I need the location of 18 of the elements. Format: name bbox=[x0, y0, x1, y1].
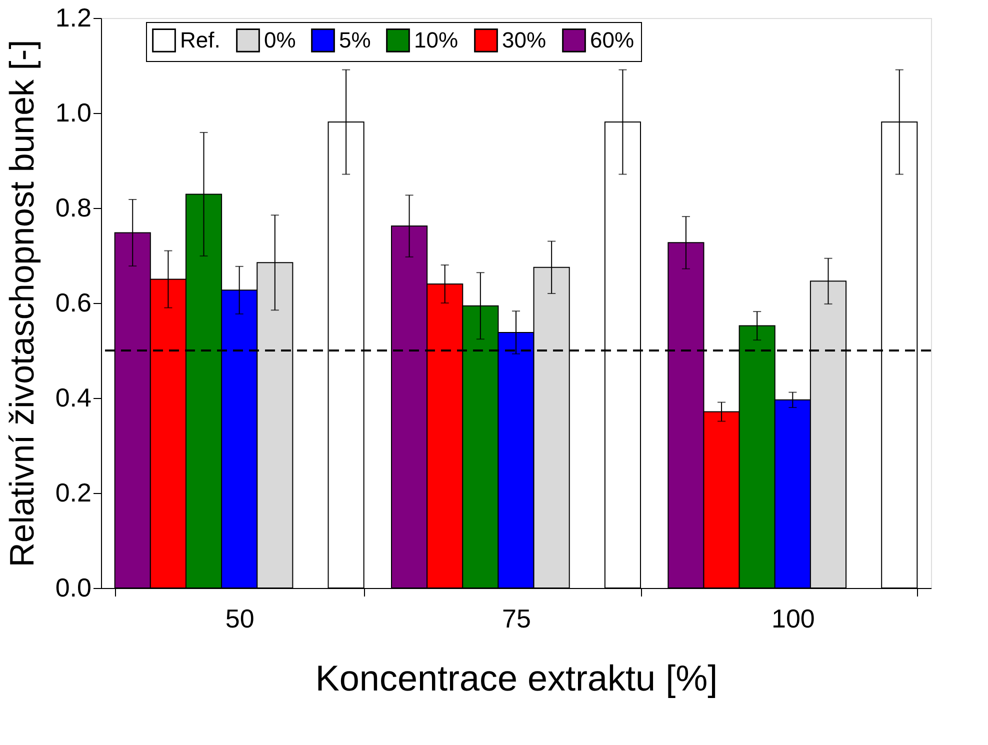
legend-label: Ref. bbox=[180, 27, 220, 52]
x-tick-label: 50 bbox=[225, 604, 254, 634]
legend-label: 5% bbox=[339, 27, 371, 52]
y-tick-label: 1.0 bbox=[55, 98, 92, 128]
y-tick-label: 0.8 bbox=[55, 192, 92, 222]
legend-label: 0% bbox=[264, 27, 296, 52]
x-tick-label: 75 bbox=[502, 604, 531, 634]
y-tick-label: 0.0 bbox=[55, 572, 92, 602]
y-axis-title: Relativní životaschopnost bunek [-] bbox=[3, 40, 42, 568]
y-tick-label: 1.2 bbox=[55, 2, 92, 32]
legend-label: 10% bbox=[414, 27, 458, 52]
legend-label: 60% bbox=[590, 27, 634, 52]
y-tick-label: 0.2 bbox=[55, 478, 92, 508]
legend-label: 30% bbox=[502, 27, 546, 52]
y-tick-label: 0.6 bbox=[55, 288, 92, 318]
x-axis-title: Koncentrace extraktu [%] bbox=[315, 658, 718, 698]
y-tick-label: 0.4 bbox=[55, 382, 92, 412]
x-tick-label: 100 bbox=[771, 604, 815, 634]
